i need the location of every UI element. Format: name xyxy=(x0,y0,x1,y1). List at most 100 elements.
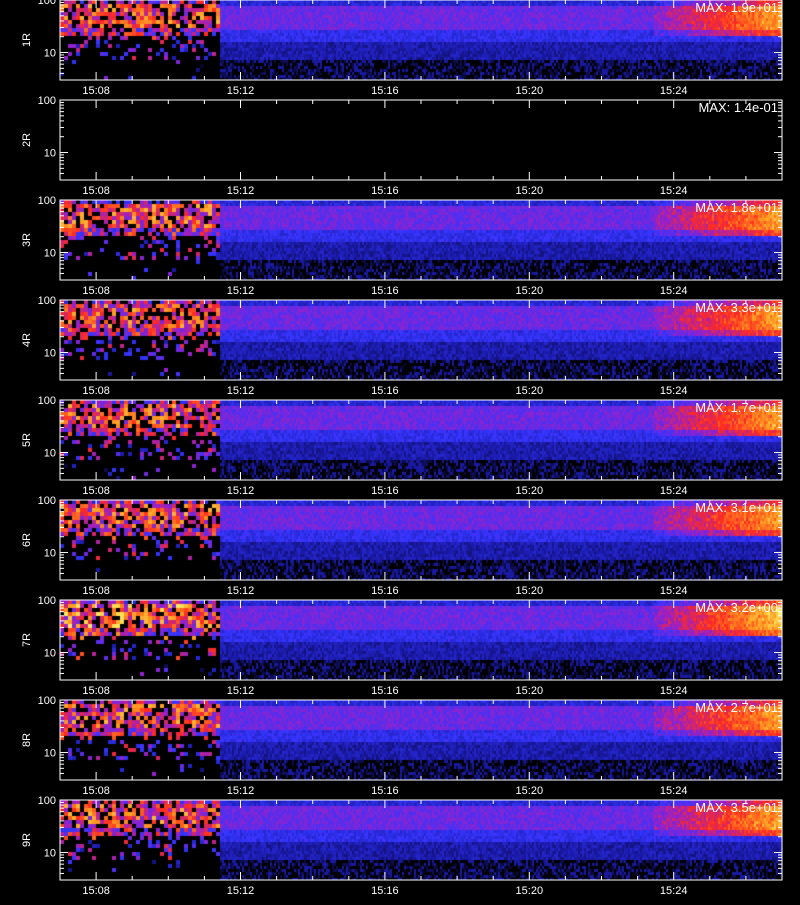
max-label: MAX: 3.5e+01 xyxy=(695,800,778,815)
panel-label: 1R xyxy=(21,33,33,47)
y-tick-label: 10 xyxy=(44,848,56,860)
heatmap-8r xyxy=(60,700,782,780)
panel-label: 8R xyxy=(21,733,33,747)
panel-label: 4R xyxy=(21,333,33,347)
x-tick-label: 15:20 xyxy=(516,785,544,797)
x-tick-label: 15:20 xyxy=(516,685,544,697)
x-tick-label: 15:12 xyxy=(227,585,255,597)
x-tick-label: 15:24 xyxy=(660,785,688,797)
x-tick-label: 15:24 xyxy=(660,685,688,697)
panel-3r: 100 10 3R 15:08 15:12 15:16 15:20 15:24 MAX: 1.8… xyxy=(21,195,783,297)
max-label: MAX: 3.2e+00 xyxy=(695,600,778,615)
x-tick-label: 15:16 xyxy=(371,285,399,297)
x-tick-label: 15:12 xyxy=(227,385,255,397)
max-label: MAX: 1.7e+01 xyxy=(695,400,778,415)
plot-frame xyxy=(59,99,783,181)
y-tick-label: 10 xyxy=(44,748,56,760)
y-tick-label: 100 xyxy=(38,95,56,107)
y-tick-label: 100 xyxy=(38,695,56,707)
panel-6r: 100 10 6R 15:08 15:12 15:16 15:20 15:24 MAX: 3.1… xyxy=(21,495,783,597)
x-tick-label: 15:20 xyxy=(516,585,544,597)
heatmap-6r xyxy=(60,500,782,580)
max-label: MAX: 3.1e+01 xyxy=(695,500,778,515)
max-label: MAX: 1.9e+01 xyxy=(695,0,778,15)
x-tick-label: 15:16 xyxy=(371,785,399,797)
panel-label: 6R xyxy=(21,533,33,547)
y-tick-label: 10 xyxy=(44,448,56,460)
x-tick-label: 15:08 xyxy=(82,385,110,397)
x-tick-label: 15:16 xyxy=(371,185,399,197)
x-tick-label: 15:12 xyxy=(227,85,255,97)
x-tick-label: 15:08 xyxy=(82,485,110,497)
x-tick-label: 15:24 xyxy=(660,85,688,97)
x-tick-label: 15:08 xyxy=(82,285,110,297)
x-tick-label: 15:20 xyxy=(516,885,544,897)
panel-2r: 100 10 2R 15:08 15:12 15:16 15:20 15:24 MAX: 1.4… xyxy=(21,95,783,197)
y-tick-label: 10 xyxy=(44,348,56,360)
panel-label: 3R xyxy=(21,233,33,247)
x-tick-label: 15:12 xyxy=(227,485,255,497)
panel-9r: 100 10 9R 15:08 15:12 15:16 15:20 15:24 MAX: 3.5… xyxy=(21,795,783,897)
x-tick-label: 15:16 xyxy=(371,85,399,97)
x-tick-label: 15:20 xyxy=(516,285,544,297)
x-tick-label: 15:24 xyxy=(660,185,688,197)
y-tick-label: 100 xyxy=(38,195,56,207)
x-tick-label: 15:16 xyxy=(371,585,399,597)
y-tick-label: 10 xyxy=(44,48,56,60)
heatmap-7r xyxy=(60,600,782,680)
x-tick-label: 15:24 xyxy=(660,285,688,297)
panel-label: 9R xyxy=(21,833,33,847)
panel-label: 5R xyxy=(21,433,33,447)
x-tick-label: 15:12 xyxy=(227,885,255,897)
heatmap-3r xyxy=(60,200,782,280)
x-tick-label: 15:08 xyxy=(82,785,110,797)
panel-label: 2R xyxy=(21,133,33,147)
x-tick-label: 15:12 xyxy=(227,685,255,697)
y-tick-label: 100 xyxy=(38,595,56,607)
panel-label: 7R xyxy=(21,633,33,647)
max-label: MAX: 1.4e-01 xyxy=(699,100,779,115)
heatmap-1r xyxy=(60,0,782,80)
y-tick-label: 100 xyxy=(38,0,56,7)
x-tick-label: 15:08 xyxy=(82,185,110,197)
max-label: MAX: 3.3e+01 xyxy=(695,300,778,315)
max-label: MAX: 2.7e+01 xyxy=(695,700,778,715)
x-tick-label: 15:12 xyxy=(227,285,255,297)
x-tick-label: 15:12 xyxy=(227,185,255,197)
x-tick-label: 15:16 xyxy=(371,885,399,897)
x-tick-label: 15:20 xyxy=(516,385,544,397)
panel-7r: 100 10 7R 15:08 15:12 15:16 15:20 15:24 MAX: 3.2… xyxy=(21,595,783,697)
panel-5r: 100 10 5R 15:08 15:12 15:16 15:20 15:24 MAX: 1.7… xyxy=(21,395,783,497)
x-tick-label: 15:24 xyxy=(660,585,688,597)
heatmap-5r xyxy=(60,400,782,480)
y-tick-label: 100 xyxy=(38,795,56,807)
x-tick-label: 15:20 xyxy=(516,185,544,197)
heatmap-4r xyxy=(60,300,782,380)
y-tick-label: 100 xyxy=(38,395,56,407)
x-tick-label: 15:20 xyxy=(516,485,544,497)
x-tick-label: 15:08 xyxy=(82,585,110,597)
x-tick-label: 15:24 xyxy=(660,485,688,497)
max-label: MAX: 1.8e+01 xyxy=(695,200,778,215)
x-tick-label: 15:08 xyxy=(82,685,110,697)
panel-4r: 100 10 4R 15:08 15:12 15:16 15:20 15:24 MAX: 3.3… xyxy=(21,295,783,397)
x-tick-label: 15:24 xyxy=(660,385,688,397)
x-tick-label: 15:16 xyxy=(371,385,399,397)
y-tick-label: 10 xyxy=(44,548,56,560)
y-tick-label: 100 xyxy=(38,295,56,307)
y-tick-label: 10 xyxy=(44,248,56,260)
x-tick-label: 15:20 xyxy=(516,85,544,97)
x-tick-label: 15:16 xyxy=(371,685,399,697)
heatmap-9r xyxy=(60,800,782,880)
x-tick-label: 15:08 xyxy=(82,85,110,97)
x-tick-label: 15:08 xyxy=(82,885,110,897)
x-tick-label: 15:16 xyxy=(371,485,399,497)
x-tick-label: 15:12 xyxy=(227,785,255,797)
panel-8r: 100 10 8R 15:08 15:12 15:16 15:20 15:24 MAX: 2.7… xyxy=(21,695,783,797)
y-tick-label: 10 xyxy=(44,648,56,660)
y-tick-label: 10 xyxy=(44,148,56,160)
x-tick-label: 15:24 xyxy=(660,885,688,897)
y-tick-label: 100 xyxy=(38,495,56,507)
